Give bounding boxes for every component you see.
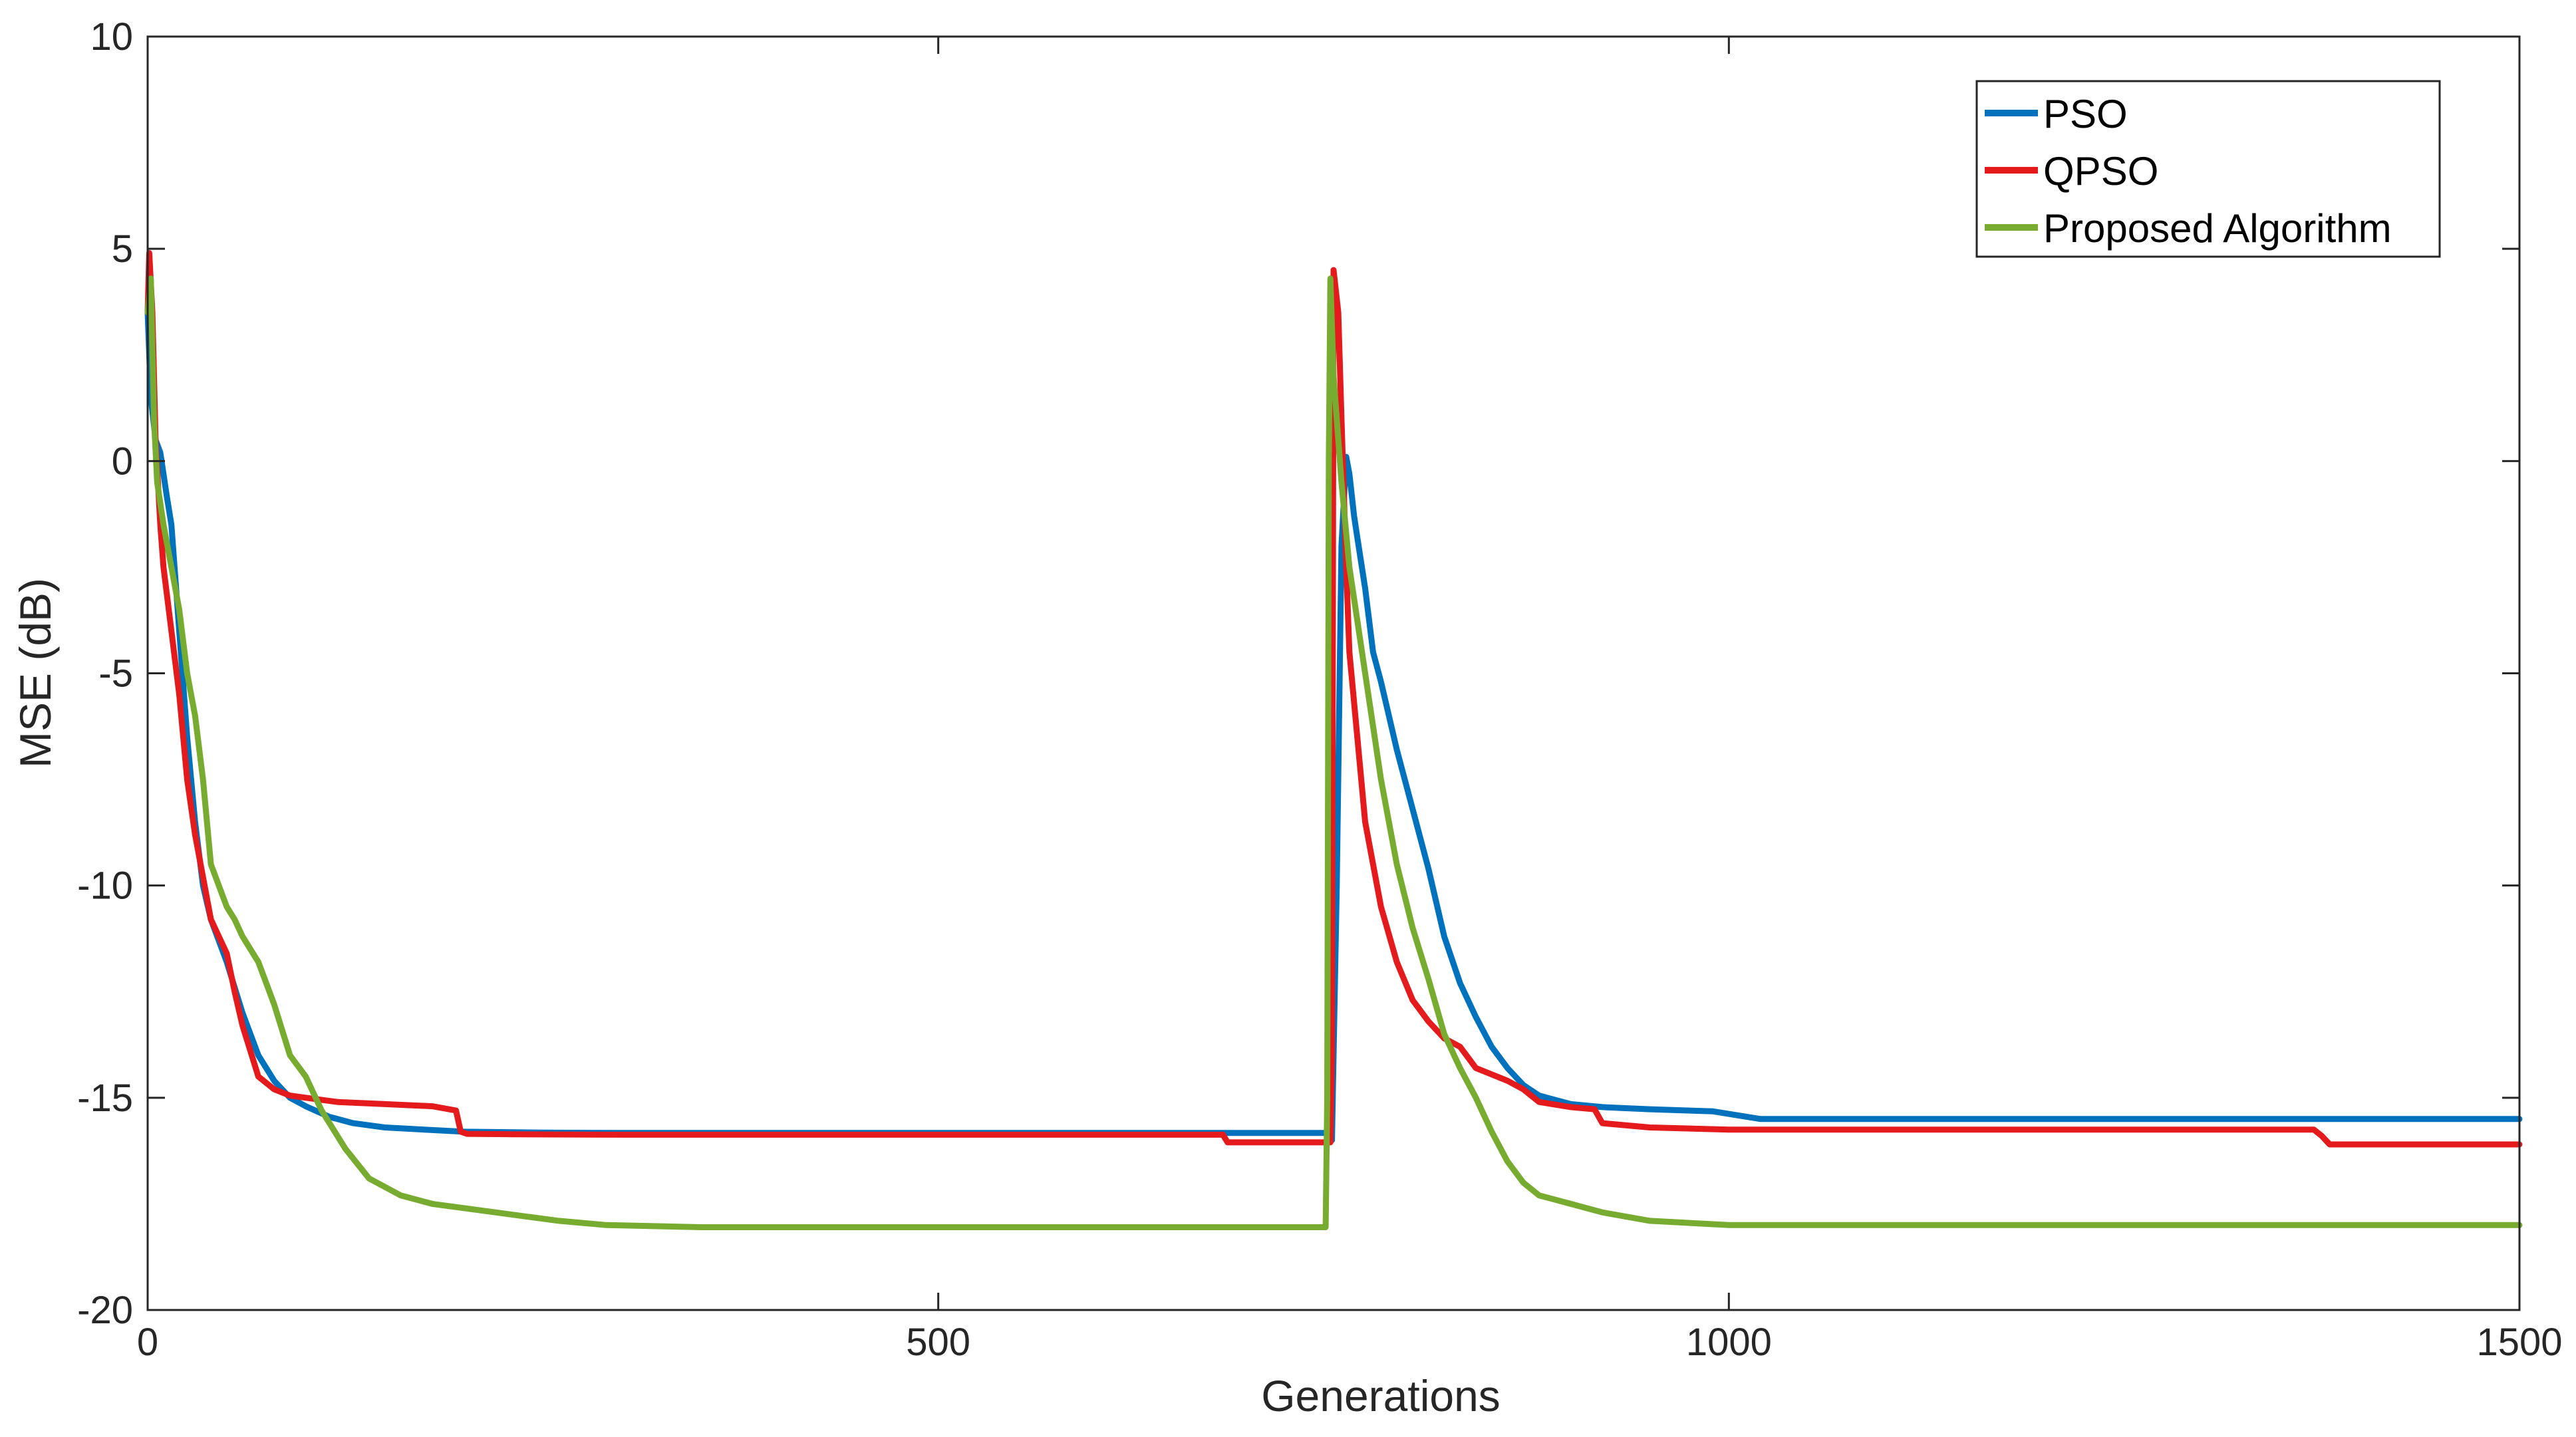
y-tick-label: 0 [112, 440, 133, 483]
x-tick-label: 1500 [2476, 1321, 2562, 1364]
legend-box [1975, 80, 2441, 258]
legend-label-qpso: QPSO [2043, 149, 2158, 194]
y-axis-title: MSE (dB) [11, 578, 60, 768]
x-tick-label: 1000 [1686, 1321, 1772, 1364]
x-tick-label: 500 [906, 1321, 970, 1364]
legend: PSO QPSO Proposed Algorithm [1975, 80, 2441, 258]
y-tick-label: -20 [77, 1289, 133, 1332]
series-line-qpso [144, 250, 2523, 1148]
y-tick-label: 10 [90, 15, 133, 59]
series-line-proposed-algorithm [144, 275, 2523, 1230]
series-layer [144, 250, 2523, 1230]
legend-label-proposed-algorithm: Proposed Algorithm [2043, 206, 2392, 251]
legend-label-pso: PSO [2043, 92, 2128, 136]
y-tick-label: -10 [77, 864, 133, 908]
y-tick-label: -15 [77, 1077, 133, 1120]
x-axis-title: Generations [1261, 1371, 1501, 1420]
ticks-layer: 0 500 1000 1500 10 5 0 -5 -10 -15 -20 [77, 15, 2562, 1364]
y-tick-label: 5 [112, 227, 133, 271]
y-tick-label: -5 [98, 652, 133, 696]
x-tick-label: 0 [137, 1321, 158, 1364]
